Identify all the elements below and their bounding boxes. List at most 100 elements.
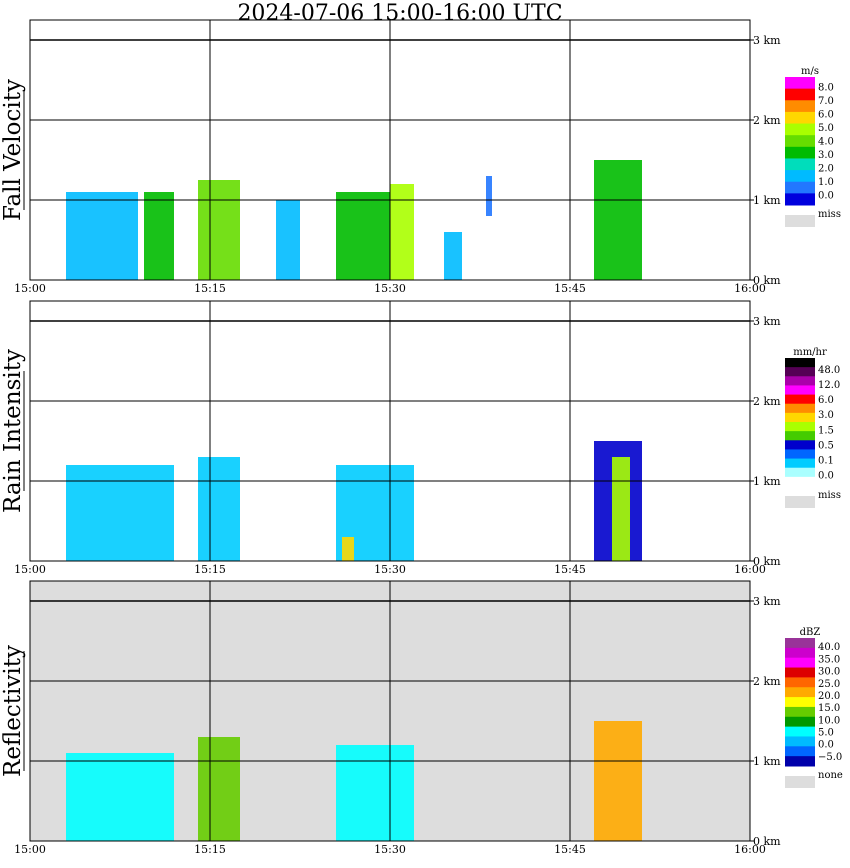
rain-intensity-data-cell xyxy=(342,537,354,561)
fall-velocity-legend-label: 7.0 xyxy=(818,96,834,107)
fall-velocity-ytick-label: 1 km xyxy=(753,194,781,207)
fall-velocity-legend-swatch xyxy=(785,158,815,171)
fall-velocity-legend-label: 3.0 xyxy=(818,150,834,161)
rain-intensity-legend-label: 0.1 xyxy=(818,455,834,466)
reflectivity-legend-label: −5.0 xyxy=(818,752,842,763)
rain-intensity-legend-swatch xyxy=(785,449,815,460)
reflectivity-legend-label: 5.0 xyxy=(818,728,834,739)
reflectivity-legend-swatch xyxy=(785,726,815,737)
rain-intensity-legend-label: 3.0 xyxy=(818,410,834,421)
fall-velocity-legend-swatch xyxy=(785,100,815,113)
fall-velocity-xtick-label: 15:30 xyxy=(374,282,406,295)
reflectivity-xtick-label: 16:00 xyxy=(734,843,766,856)
fall-velocity-legend-swatch xyxy=(785,170,815,183)
reflectivity-legend-swatch xyxy=(785,746,815,757)
rain-intensity-legend-swatch xyxy=(785,358,815,368)
rain-intensity-frame xyxy=(29,300,751,562)
reflectivity-legend-label: 10.0 xyxy=(818,715,840,726)
rain-intensity-ytick-label: 1 km xyxy=(753,475,781,488)
reflectivity-legend-unit: dBZ xyxy=(800,627,821,638)
rain-intensity-legend-label: 0.5 xyxy=(818,440,834,451)
reflectivity-data-cell xyxy=(198,737,240,841)
fall-velocity-legend-label: 2.0 xyxy=(818,163,834,174)
rain-intensity-ytick-label: 0 km xyxy=(753,555,781,568)
rain-intensity-data-cell xyxy=(198,457,240,561)
reflectivity-xtick-label: 15:30 xyxy=(374,843,406,856)
rain-intensity-ytick-label: 2 km xyxy=(753,395,781,408)
reflectivity-legend-label: 25.0 xyxy=(818,679,840,690)
rain-intensity-legend-swatch xyxy=(785,394,815,405)
reflectivity-legend-label: 15.0 xyxy=(818,703,840,714)
fall-velocity-data-cell xyxy=(144,192,174,280)
fall-velocity-xtick-label: 15:15 xyxy=(194,282,226,295)
reflectivity-legend-swatch xyxy=(785,716,815,728)
rain-intensity-legend-label: 0.0 xyxy=(818,470,834,481)
fall-velocity-legend-swatch xyxy=(785,181,815,194)
fall-velocity-legend-label: 0.0 xyxy=(818,190,834,201)
fall-velocity-legend-swatch xyxy=(785,111,815,125)
rain-intensity-legend-label: 48.0 xyxy=(818,365,840,376)
reflectivity-ytick-label: 0 km xyxy=(753,835,781,848)
fall-velocity-legend-miss-swatch xyxy=(785,215,815,227)
rain-intensity-legend-miss-label: miss xyxy=(818,490,841,501)
fall-velocity-legend-swatch xyxy=(785,123,815,136)
reflectivity-legend-label: 35.0 xyxy=(818,654,840,665)
reflectivity-legend-miss-swatch xyxy=(785,776,815,788)
reflectivity-ytick-label: 2 km xyxy=(753,675,781,688)
rain-intensity-legend-swatch xyxy=(785,440,815,450)
rain-intensity-legend-swatch xyxy=(785,431,815,441)
reflectivity-legend-swatch xyxy=(785,736,815,747)
fall-velocity-legend-swatch xyxy=(785,88,815,101)
fall-velocity-ytick-label: 0 km xyxy=(753,274,781,287)
fall-velocity-data-cell xyxy=(486,176,492,216)
rain-intensity-legend-swatch xyxy=(785,412,815,423)
fall-velocity-legend-label: 4.0 xyxy=(818,136,834,147)
reflectivity-legend-label: 0.0 xyxy=(818,740,834,751)
reflectivity-legend-miss-label: none xyxy=(818,770,843,781)
reflectivity-legend-swatch xyxy=(785,677,815,688)
fall-velocity-xtick-label: 15:00 xyxy=(14,282,46,295)
reflectivity-xtick-label: 15:00 xyxy=(14,843,46,856)
fall-velocity-legend-label: 5.0 xyxy=(818,123,834,134)
reflectivity-legend-swatch xyxy=(785,697,815,708)
fall-velocity-data-cell xyxy=(594,160,642,280)
reflectivity-frame xyxy=(29,580,751,842)
reflectivity-legend-swatch xyxy=(785,638,815,649)
rain-intensity-legend-swatch xyxy=(785,385,815,396)
reflectivity-legend-label: 20.0 xyxy=(818,691,840,702)
reflectivity-xtick-label: 15:15 xyxy=(194,843,226,856)
fall-velocity-legend-swatch xyxy=(785,193,815,206)
fall-velocity-data-cell xyxy=(336,192,390,280)
reflectivity-data-cell xyxy=(66,753,174,841)
reflectivity-data-cell xyxy=(594,721,642,841)
rain-intensity-legend-label: 12.0 xyxy=(818,380,840,391)
reflectivity-data-cell xyxy=(336,745,414,841)
fall-velocity-ytick-label: 2 km xyxy=(753,114,781,127)
fall-velocity-frame xyxy=(29,19,751,281)
reflectivity-legend-swatch xyxy=(785,756,815,767)
rain-intensity-data-cell xyxy=(612,457,630,561)
reflectivity-ytick-label: 3 km xyxy=(753,595,781,608)
rain-intensity-legend-miss-swatch xyxy=(785,496,815,508)
fall-velocity-ytick-label: 3 km xyxy=(753,34,781,47)
fall-velocity-data-cell xyxy=(390,184,414,280)
rain-intensity-xtick-label: 15:30 xyxy=(374,563,406,576)
fall-velocity-legend-miss-label: miss xyxy=(818,209,841,220)
rain-intensity-xtick-label: 15:00 xyxy=(14,563,46,576)
rain-intensity-ylabel: Rain Intensity xyxy=(0,349,26,513)
fall-velocity-legend-swatch xyxy=(785,135,815,148)
rain-intensity-legend-swatch xyxy=(785,367,815,377)
fall-velocity-legend-label: 6.0 xyxy=(818,109,834,120)
rain-intensity-legend-swatch xyxy=(785,467,815,478)
rain-intensity-legend-swatch xyxy=(785,376,815,386)
rain-intensity-ytick-label: 3 km xyxy=(753,315,781,328)
reflectivity-legend-label: 30.0 xyxy=(818,667,840,678)
fall-velocity-legend-unit: m/s xyxy=(801,66,819,77)
rain-intensity-legend-swatch xyxy=(785,458,815,469)
reflectivity-ylabel: Reflectivity xyxy=(0,645,26,777)
rain-intensity-xtick-label: 15:45 xyxy=(554,563,586,576)
rain-intensity-xtick-label: 15:15 xyxy=(194,563,226,576)
fall-velocity-data-cell xyxy=(276,200,300,280)
reflectivity-legend-swatch xyxy=(785,706,815,718)
